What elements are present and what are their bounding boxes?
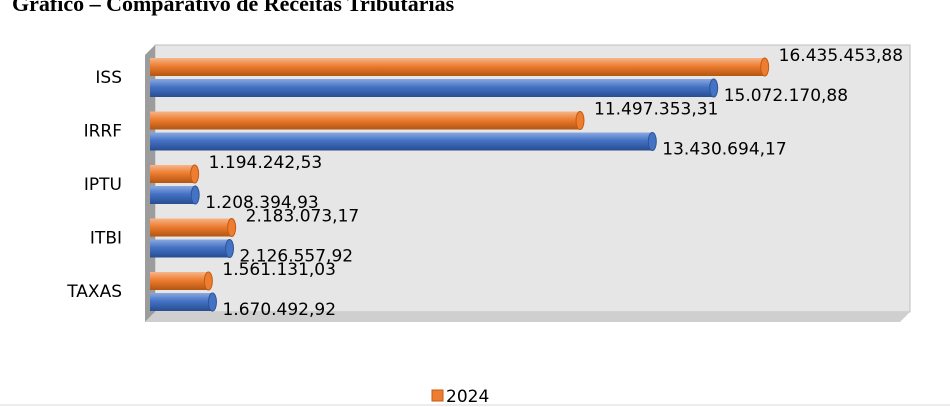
bar — [150, 272, 209, 290]
bar-cap — [190, 164, 200, 184]
data-label: 11.497.353,31 — [594, 100, 718, 120]
bar-cap — [225, 239, 235, 258]
data-label: 2.126.557,92 — [240, 247, 354, 267]
data-label: 1.670.492,92 — [222, 300, 336, 320]
legend-label: 2024 — [446, 387, 489, 407]
data-label: 16.435.453,88 — [779, 46, 903, 66]
floor — [145, 312, 910, 322]
data-label: 2.183.073,17 — [246, 207, 360, 227]
bar-cap — [203, 271, 213, 291]
bar — [150, 239, 230, 258]
bar-cap — [709, 78, 719, 98]
y-tick-label: ITBI — [90, 229, 122, 249]
y-tick-label: ISS — [95, 68, 122, 88]
bar-cap — [575, 111, 585, 130]
data-label: 1.194.242,53 — [209, 153, 323, 173]
bar — [150, 186, 196, 204]
bar — [150, 293, 213, 311]
legend-swatch — [431, 389, 444, 402]
bar-cap — [190, 185, 200, 205]
bar — [150, 218, 232, 237]
bar-cap — [760, 57, 770, 77]
data-label: 13.430.694,17 — [662, 140, 786, 160]
bar — [150, 132, 653, 151]
bar-cap — [647, 132, 657, 151]
y-tick-label: IPTU — [84, 175, 122, 195]
bar-cap — [207, 292, 217, 312]
bar — [150, 165, 195, 183]
data-label: 15.072.170,88 — [724, 86, 848, 106]
y-tick-label: TAXAS — [66, 282, 122, 302]
bar — [150, 111, 581, 130]
chart-title: Gráfico – Comparativo de Receitas Tribut… — [12, 0, 455, 16]
y-tick-label: IRRF — [84, 122, 122, 142]
bar — [150, 58, 765, 76]
data-label: 1.208.394,93 — [205, 193, 319, 213]
bar — [150, 79, 714, 97]
bar-cap — [227, 218, 237, 237]
data-label: 1.561.131,03 — [222, 260, 336, 280]
